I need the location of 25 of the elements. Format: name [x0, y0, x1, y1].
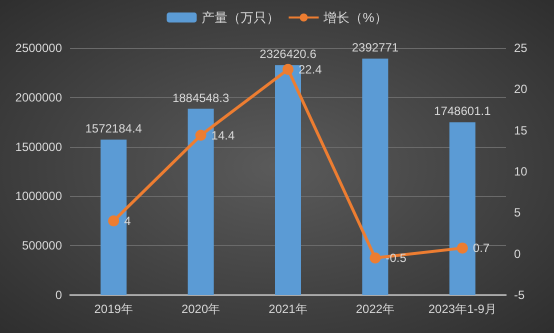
x-tick-label: 2023年1-9月	[428, 302, 496, 316]
data-label: 1748601.1	[434, 104, 492, 118]
data-label: 1572184.4	[85, 122, 142, 136]
legend-label: 增长（%）	[322, 10, 388, 25]
x-tick-label: 2020年	[181, 302, 220, 316]
data-label: 1884548.3	[172, 90, 230, 105]
data-label: 2326420.6	[260, 47, 317, 62]
legend-label: 产量（万只）	[202, 10, 280, 25]
y2-tick-label: -5	[514, 288, 525, 302]
y2-tick-label: 0	[514, 246, 521, 261]
y-tick-label: 2500000	[15, 41, 62, 55]
y2-tick-label: 10	[514, 164, 528, 178]
x-tick-label: 2019年	[94, 302, 133, 316]
y-tick-label: 1000000	[15, 189, 62, 204]
x-tick-label: 2022年	[356, 302, 395, 316]
y-tick-label: 2000000	[15, 90, 62, 104]
y-tick-label: 0	[55, 288, 62, 302]
y-tick-label: 1500000	[15, 140, 62, 154]
y-tick-label: 500000	[22, 238, 62, 253]
y2-tick-label: 25	[514, 41, 528, 55]
x-tick-label: 2021年	[268, 302, 308, 316]
data-label: 2392771	[352, 40, 399, 55]
y2-tick-label: 20	[514, 82, 528, 96]
y2-tick-label: 5	[514, 206, 521, 220]
y2-tick-label: 15	[514, 123, 528, 138]
